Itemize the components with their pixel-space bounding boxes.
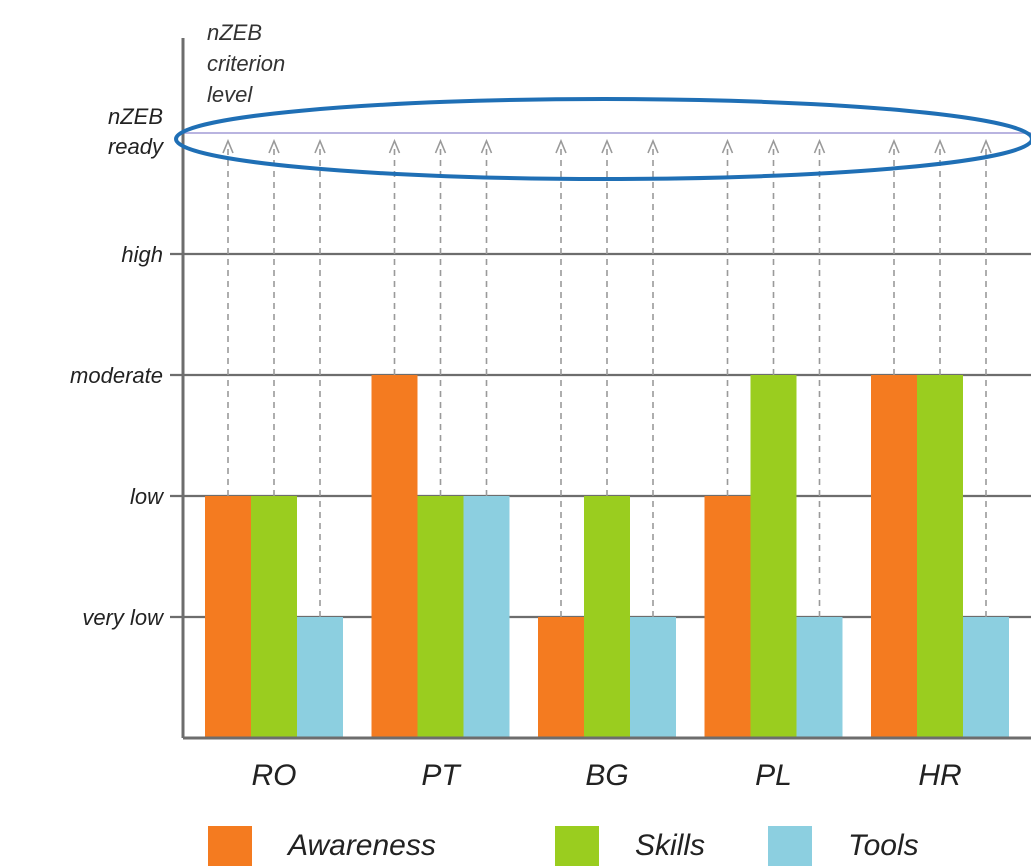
arrow-head-pt-tools [480, 138, 493, 154]
arrow-head-ro-awareness [222, 138, 234, 154]
bar-ro-tools [297, 617, 343, 738]
arrow-head-bg-skills [601, 138, 613, 154]
y-tick-label-low: low [130, 484, 165, 509]
arrow-head-pl-awareness [721, 138, 734, 154]
x-tick-label-ro: RO [252, 759, 297, 792]
bar-pt-awareness [371, 375, 418, 738]
y-tick-label-high: high [121, 242, 163, 267]
arrow-head-ro-tools [314, 138, 326, 154]
bar-bg-tools [630, 617, 676, 738]
bar-pl-skills [750, 375, 797, 738]
bar-hr-skills [917, 375, 963, 738]
legend: Awareness Skills Tools [208, 826, 919, 866]
arrow-head-pl-skills [767, 138, 780, 154]
bar-pl-tools [796, 617, 843, 738]
target-arrows [222, 138, 992, 617]
legend-label-awareness: Awareness [286, 829, 436, 862]
x-tick-label-pt: PT [421, 759, 462, 792]
arrow-head-pt-skills [434, 138, 447, 154]
arrow-head-pt-awareness [388, 138, 401, 154]
arrow-head-hr-awareness [888, 138, 900, 154]
arrow-head-hr-tools [980, 138, 992, 154]
x-tick-label-hr: HR [918, 759, 961, 792]
y-tick-label-very-low: very low [82, 605, 165, 630]
legend-swatch-skills [555, 826, 599, 866]
axes [181, 38, 1031, 740]
bar-hr-tools [963, 617, 1009, 738]
bar-ro-skills [251, 496, 297, 738]
bar-hr-awareness [871, 375, 917, 738]
bar-ro-awareness [205, 496, 251, 738]
legend-swatch-tools [768, 826, 812, 866]
legend-label-skills: Skills [635, 829, 705, 862]
legend-label-tools: Tools [848, 829, 919, 862]
highlight-ellipse [174, 97, 1031, 181]
bar-pt-skills [417, 496, 464, 738]
bar-pt-tools [463, 496, 510, 738]
bar-pl-awareness [704, 496, 751, 738]
y-tick-label-nzeb-ready-2: ready [108, 134, 165, 159]
y-tick-label-nzeb-ready-1: nZEB [108, 104, 163, 129]
arrow-head-ro-skills [268, 138, 280, 154]
legend-swatch-awareness [208, 826, 252, 866]
y-axis-title-line-1: nZEB [207, 20, 262, 45]
y-axis-title-line-2: criterion [207, 51, 285, 76]
bar-bg-awareness [538, 617, 584, 738]
bar-bg-skills [584, 496, 630, 738]
x-tick-label-bg: BG [585, 759, 628, 792]
arrow-head-bg-awareness [555, 138, 567, 154]
arrow-head-pl-tools [813, 138, 826, 154]
labels: very low low moderate high nZEB ready nZEB crit… [70, 20, 962, 792]
highlight [174, 97, 1031, 181]
arrow-head-bg-tools [647, 138, 659, 154]
y-tick-label-moderate: moderate [70, 363, 163, 388]
x-tick-label-pl: PL [755, 759, 792, 792]
arrow-head-hr-skills [934, 138, 946, 154]
bars [205, 375, 1009, 738]
y-axis-title-line-3: level [207, 82, 253, 107]
